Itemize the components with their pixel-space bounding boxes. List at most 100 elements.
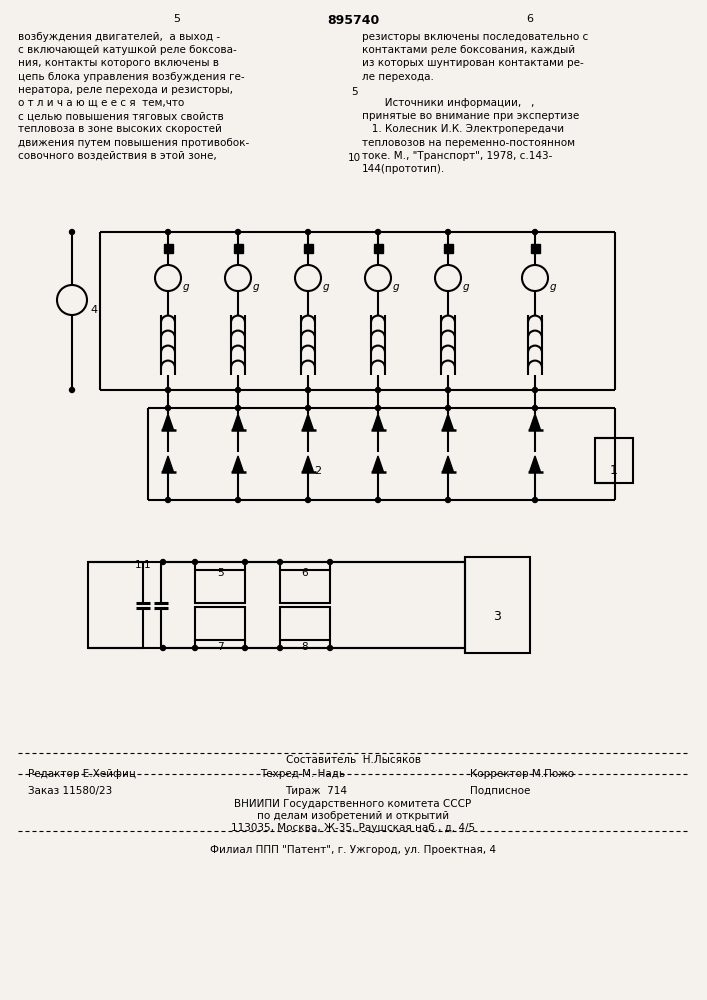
Text: Составитель  Н.Лысяков: Составитель Н.Лысяков bbox=[286, 755, 421, 765]
Text: 4: 4 bbox=[90, 305, 97, 315]
Bar bbox=[195, 570, 245, 603]
Circle shape bbox=[445, 497, 450, 502]
Text: о т л и ч а ю щ е е с я  тем,что: о т л и ч а ю щ е е с я тем,что bbox=[18, 98, 185, 108]
Text: g: g bbox=[183, 282, 189, 292]
Text: 3: 3 bbox=[493, 610, 501, 623]
Text: с включающей катушкой реле боксова-: с включающей катушкой реле боксова- bbox=[18, 45, 237, 55]
Circle shape bbox=[235, 230, 240, 234]
Circle shape bbox=[192, 646, 197, 650]
Bar bbox=[233, 244, 243, 253]
Circle shape bbox=[305, 406, 310, 410]
Bar bbox=[595, 438, 633, 483]
Text: Источники информации,   ,: Источники информации, , bbox=[362, 98, 534, 108]
Circle shape bbox=[235, 406, 240, 410]
Circle shape bbox=[243, 646, 247, 650]
Text: движения путем повышения противобок-: движения путем повышения противобок- bbox=[18, 138, 250, 148]
Text: g: g bbox=[550, 282, 556, 292]
Text: цепь блока управления возбуждения ге-: цепь блока управления возбуждения ге- bbox=[18, 72, 245, 82]
Polygon shape bbox=[233, 456, 243, 472]
Circle shape bbox=[165, 230, 170, 234]
Circle shape bbox=[305, 230, 310, 234]
Polygon shape bbox=[163, 456, 173, 472]
Text: 1: 1 bbox=[610, 464, 618, 478]
Text: с целью повышения тяговых свойств: с целью повышения тяговых свойств bbox=[18, 111, 223, 121]
Text: тепловоза в зоне высоких скоростей: тепловоза в зоне высоких скоростей bbox=[18, 124, 222, 134]
Polygon shape bbox=[303, 414, 313, 430]
Circle shape bbox=[165, 387, 170, 392]
Circle shape bbox=[532, 497, 537, 502]
Polygon shape bbox=[443, 414, 453, 430]
Circle shape bbox=[305, 387, 310, 392]
Text: 7: 7 bbox=[216, 642, 223, 652]
Text: 6: 6 bbox=[302, 568, 308, 578]
Text: нератора, реле перехода и резисторы,: нератора, реле перехода и резисторы, bbox=[18, 85, 233, 95]
Circle shape bbox=[445, 230, 450, 234]
Text: 113035, Москва, Ж-35, Раушская наб., д. 4/5: 113035, Москва, Ж-35, Раушская наб., д. … bbox=[231, 823, 475, 833]
Circle shape bbox=[165, 406, 170, 410]
Polygon shape bbox=[530, 414, 540, 430]
Text: Корректор М.Пожо: Корректор М.Пожо bbox=[470, 769, 574, 779]
Text: 6: 6 bbox=[527, 14, 534, 24]
Bar bbox=[373, 244, 382, 253]
Text: Редактор Е.Хейфиц: Редактор Е.Хейфиц bbox=[28, 769, 136, 779]
Text: Техред М. Надь: Техред М. Надь bbox=[260, 769, 345, 779]
Circle shape bbox=[165, 497, 170, 502]
Text: g: g bbox=[323, 282, 329, 292]
Text: ле перехода.: ле перехода. bbox=[362, 72, 434, 82]
Circle shape bbox=[243, 560, 247, 564]
Text: g: g bbox=[393, 282, 399, 292]
Text: 8: 8 bbox=[302, 642, 308, 652]
Circle shape bbox=[69, 387, 74, 392]
Bar bbox=[530, 244, 539, 253]
Polygon shape bbox=[303, 456, 313, 472]
Text: контактами реле боксования, каждый: контактами реле боксования, каждый bbox=[362, 45, 575, 55]
Circle shape bbox=[375, 230, 380, 234]
Bar bbox=[195, 607, 245, 640]
Text: 895740: 895740 bbox=[327, 14, 379, 27]
Circle shape bbox=[375, 406, 380, 410]
Circle shape bbox=[278, 646, 283, 650]
Text: 1. Колесник И.К. Электропередачи: 1. Колесник И.К. Электропередачи bbox=[362, 124, 564, 134]
Text: ВНИИПИ Государственного комитета СССР: ВНИИПИ Государственного комитета СССР bbox=[235, 799, 472, 809]
Circle shape bbox=[160, 646, 165, 650]
Polygon shape bbox=[373, 414, 383, 430]
Text: тепловозов на переменно-постоянном: тепловозов на переменно-постоянном bbox=[362, 138, 575, 148]
Text: по делам изобретений и открытий: по делам изобретений и открытий bbox=[257, 811, 449, 821]
Circle shape bbox=[235, 497, 240, 502]
Text: резисторы включены последовательно с: резисторы включены последовательно с bbox=[362, 32, 588, 42]
Text: из которых шунтирован контактами ре-: из которых шунтирован контактами ре- bbox=[362, 58, 584, 68]
Circle shape bbox=[445, 406, 450, 410]
Circle shape bbox=[532, 387, 537, 392]
Text: 2: 2 bbox=[314, 466, 321, 476]
Circle shape bbox=[305, 497, 310, 502]
Circle shape bbox=[375, 387, 380, 392]
Circle shape bbox=[192, 560, 197, 564]
Circle shape bbox=[375, 497, 380, 502]
Text: Подписное: Подписное bbox=[470, 786, 530, 796]
Text: 10: 10 bbox=[347, 153, 361, 163]
Circle shape bbox=[327, 646, 332, 650]
Circle shape bbox=[532, 406, 537, 410]
Text: g: g bbox=[253, 282, 259, 292]
Text: ния, контакты которого включены в: ния, контакты которого включены в bbox=[18, 58, 219, 68]
Circle shape bbox=[160, 560, 165, 564]
Polygon shape bbox=[163, 414, 173, 430]
Circle shape bbox=[445, 387, 450, 392]
Text: 5: 5 bbox=[173, 14, 180, 24]
Bar bbox=[465, 557, 530, 653]
Polygon shape bbox=[443, 456, 453, 472]
Circle shape bbox=[235, 387, 240, 392]
Text: 5: 5 bbox=[216, 568, 223, 578]
Circle shape bbox=[278, 560, 283, 564]
Text: Тираж  714: Тираж 714 bbox=[285, 786, 347, 796]
Circle shape bbox=[327, 560, 332, 564]
Text: g: g bbox=[463, 282, 469, 292]
Bar bbox=[280, 570, 330, 603]
Text: совочного воздействия в этой зоне,: совочного воздействия в этой зоне, bbox=[18, 151, 217, 161]
Text: принятые во внимание при экспертизе: принятые во внимание при экспертизе bbox=[362, 111, 579, 121]
Text: Заказ 11580/23: Заказ 11580/23 bbox=[28, 786, 112, 796]
Text: 144(прототип).: 144(прототип). bbox=[362, 164, 445, 174]
Polygon shape bbox=[373, 456, 383, 472]
Text: 5: 5 bbox=[351, 87, 357, 97]
Text: Филиал ППП "Патент", г. Ужгород, ул. Проектная, 4: Филиал ППП "Патент", г. Ужгород, ул. Про… bbox=[210, 845, 496, 855]
